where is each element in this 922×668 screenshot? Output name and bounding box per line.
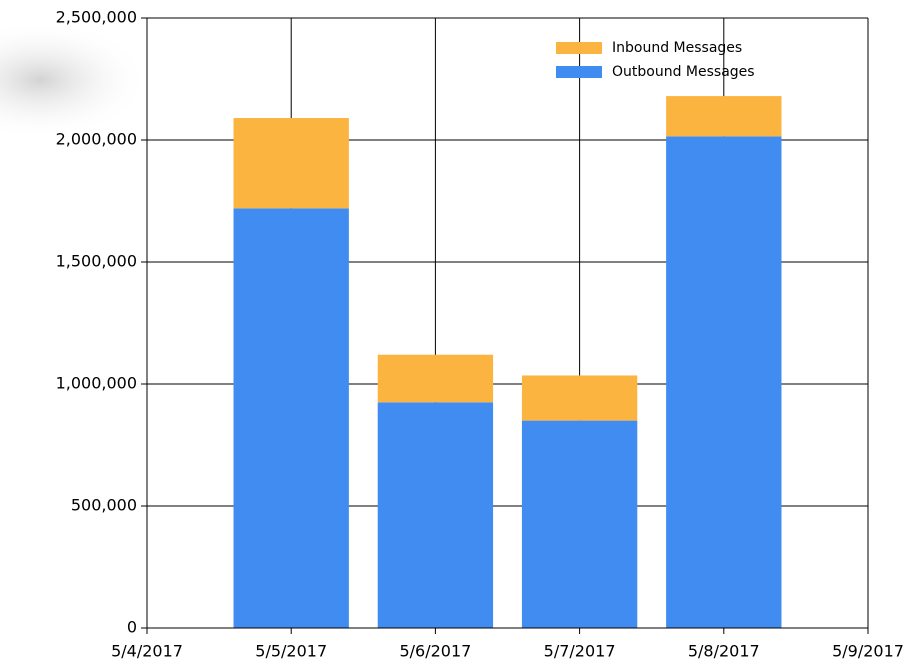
x-tick-label: 5/4/2017 (111, 642, 183, 661)
legend-swatch (556, 66, 602, 78)
legend-swatch (556, 42, 602, 54)
legend-label: Outbound Messages (612, 64, 755, 80)
x-tick-label: 5/8/2017 (688, 642, 760, 661)
bar-segment (377, 402, 494, 628)
y-tick-label: 2,000,000 (56, 130, 137, 149)
bar-segment (666, 96, 782, 137)
bar-segment (521, 375, 638, 421)
x-tick-label: 5/6/2017 (399, 642, 471, 661)
y-tick-label: 2,500,000 (56, 8, 137, 27)
bar-segment (666, 136, 782, 628)
y-tick-label: 0 (127, 618, 137, 637)
bar-segment (233, 118, 349, 209)
shadow (0, 20, 150, 140)
x-tick-label: 5/7/2017 (544, 642, 616, 661)
x-tick-label: 5/9/2017 (832, 642, 904, 661)
legend-label: Inbound Messages (612, 40, 742, 56)
bar-segment (233, 208, 349, 628)
legend: Inbound Messages Outbound Messages (556, 40, 755, 80)
y-tick-label: 1,000,000 (56, 374, 137, 393)
x-tick-label: 5/5/2017 (255, 642, 327, 661)
bar-segment (521, 420, 638, 628)
y-tick-label: 500,000 (71, 496, 137, 515)
bar-segment (377, 354, 494, 403)
y-tick-label: 1,500,000 (56, 252, 137, 271)
